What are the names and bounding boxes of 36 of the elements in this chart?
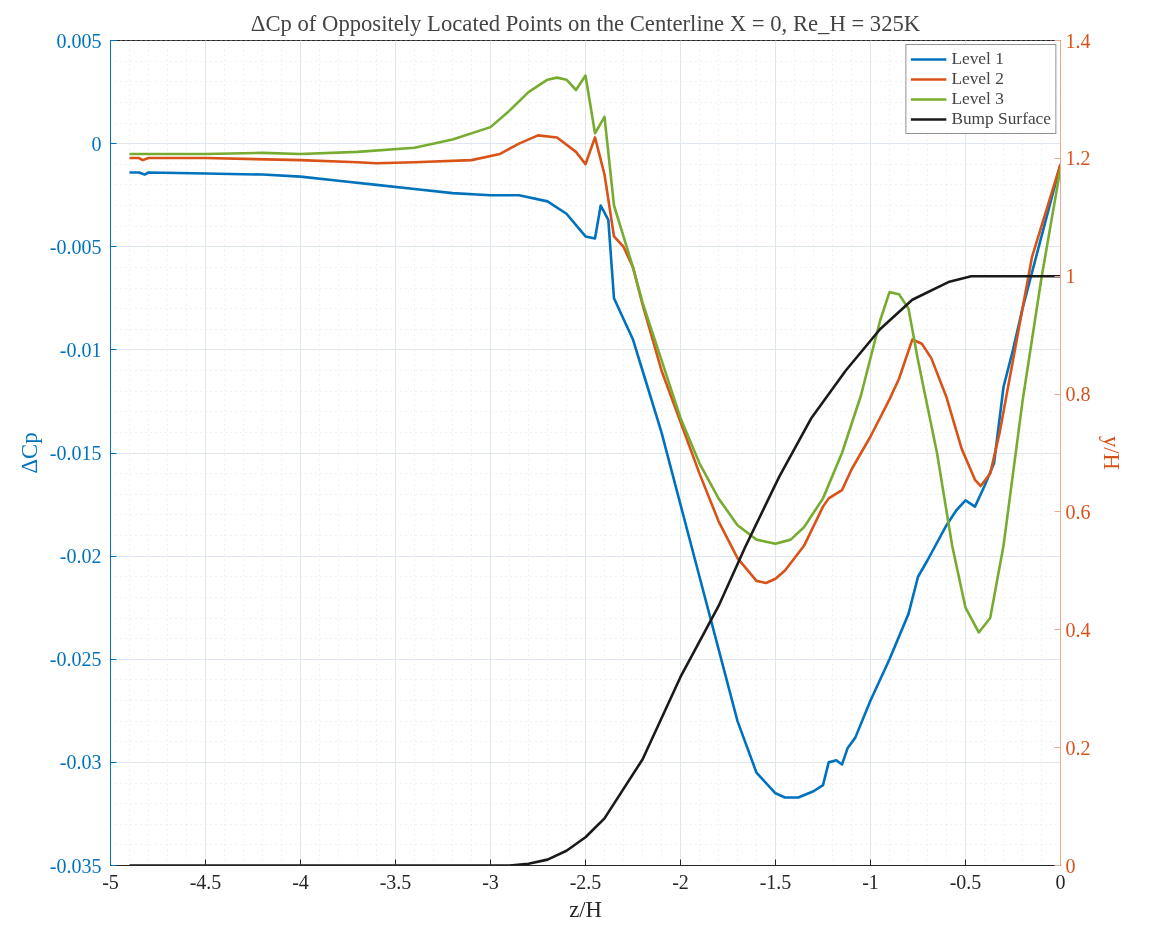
x-tick-label: -1 [862,870,879,893]
y-axis-title: ΔCp [16,432,42,474]
x-tick-label: 0 [1055,870,1066,893]
x-tick-label: -1.5 [759,870,792,893]
x-tick-label: -0.5 [949,870,982,893]
y2-tick-label: 0.6 [1065,500,1091,523]
x-tick-label: -4.5 [189,870,222,893]
legend-label: Level 2 [951,69,1004,89]
y-tick-label: -0.03 [59,751,102,774]
x-tick-label: -3.5 [379,870,412,893]
y-tick-label: -0.005 [49,235,102,258]
y2-tick-label: 1.2 [1065,147,1091,170]
y2-axis-title: y/H [1098,436,1124,470]
y2-tick-label: 0.2 [1065,736,1091,759]
y-tick-label: 0 [91,132,102,155]
y-tick-label: -0.015 [49,442,102,464]
y-tick-label: -0.01 [59,338,102,361]
x-tick-label: -4 [292,870,309,893]
x-tick-label: -5 [102,870,119,893]
x-axis-title: z/H [569,896,602,922]
y-tick-label: -0.035 [49,854,102,877]
legend-label: Level 1 [951,49,1004,69]
y2-tick-label: 0.4 [1065,618,1091,641]
y2-tick-label: 0 [1065,854,1076,877]
y-tick-label: -0.02 [59,545,102,568]
y2-tick-label: 1 [1065,265,1076,288]
chart-title: ΔCp of Oppositely Located Points on the Centerline X = 0, Re_H = 325K [250,10,921,36]
x-tick-label: -3 [482,870,499,893]
y2-tick-label: 0.8 [1065,383,1091,406]
x-tick-label: -2.5 [569,870,602,893]
y2-tick-label: 1.4 [1065,29,1091,52]
y-tick-label: -0.025 [49,648,102,671]
y-tick-label: 0.005 [56,29,102,52]
legend-label: Bump Surface [951,109,1051,129]
legend-label: Level 3 [951,89,1004,109]
x-tick-label: -2 [672,870,689,893]
